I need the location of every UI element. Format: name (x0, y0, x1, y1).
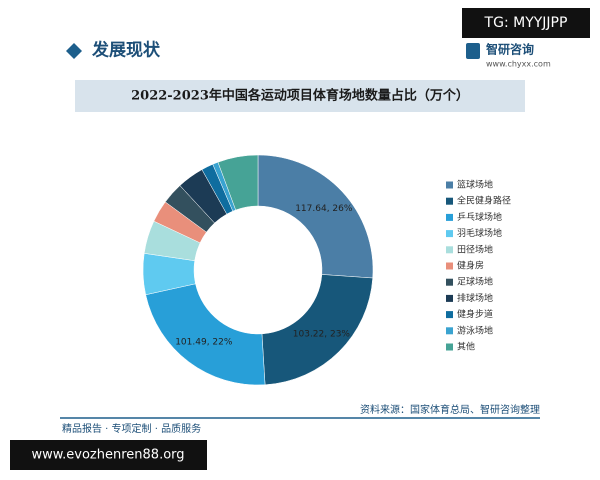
legend-label: 健身房 (457, 260, 484, 272)
brand-site: www.chyxx.com (486, 60, 551, 69)
legend-label: 足球场地 (457, 276, 493, 288)
data-label: 103.22, 23% (293, 329, 351, 339)
legend-swatch (446, 213, 453, 221)
legend-swatch (446, 230, 453, 238)
legend-swatch (446, 311, 453, 319)
legend-label: 排球场地 (457, 292, 493, 304)
badge-box (462, 8, 590, 38)
legend-swatch (446, 343, 453, 351)
legend-swatch (446, 181, 453, 189)
legend-label: 其他 (457, 341, 475, 353)
chart-title: 2022-2023年中国各运动项目体育场地数量占比（万个） (131, 88, 469, 104)
url-box (10, 440, 207, 470)
legend-swatch (446, 246, 453, 254)
section-title: 发展现状 (91, 40, 161, 61)
legend-label: 健身步道 (457, 308, 493, 320)
footer-source: 资料来源：国家体育总局、智研咨询整理 (360, 403, 540, 416)
legend-label: 全民健身路径 (457, 195, 511, 207)
legend-swatch (446, 262, 453, 270)
legend-label: 篮球场地 (457, 179, 493, 191)
header-icon (66, 43, 82, 59)
donut-slice (217, 154, 259, 211)
legend-swatch (446, 278, 453, 286)
title-box (75, 80, 525, 112)
legend-label: 羽毛球场地 (457, 227, 502, 239)
legend-swatch (446, 197, 453, 205)
legend-label: 乒乓球场地 (457, 211, 502, 223)
legend-swatch (446, 294, 453, 302)
data-label: 101.49, 22% (175, 337, 233, 347)
footer-url: www.evozhenren88.org (31, 448, 184, 463)
donut-slice (261, 274, 373, 386)
legend-label: 游泳场地 (457, 324, 493, 336)
footer-slogan: 精品报告 · 专项定制 · 品质服务 (62, 422, 201, 435)
brand-logo (466, 43, 480, 59)
badge: TG: MYYJJPP (484, 15, 568, 31)
legend-label: 田径场地 (457, 243, 493, 255)
donut-slice (145, 283, 266, 386)
data-label: 117.64, 26% (295, 204, 353, 214)
legend-swatch (446, 327, 453, 335)
brand: 智研咨询 (485, 42, 534, 57)
